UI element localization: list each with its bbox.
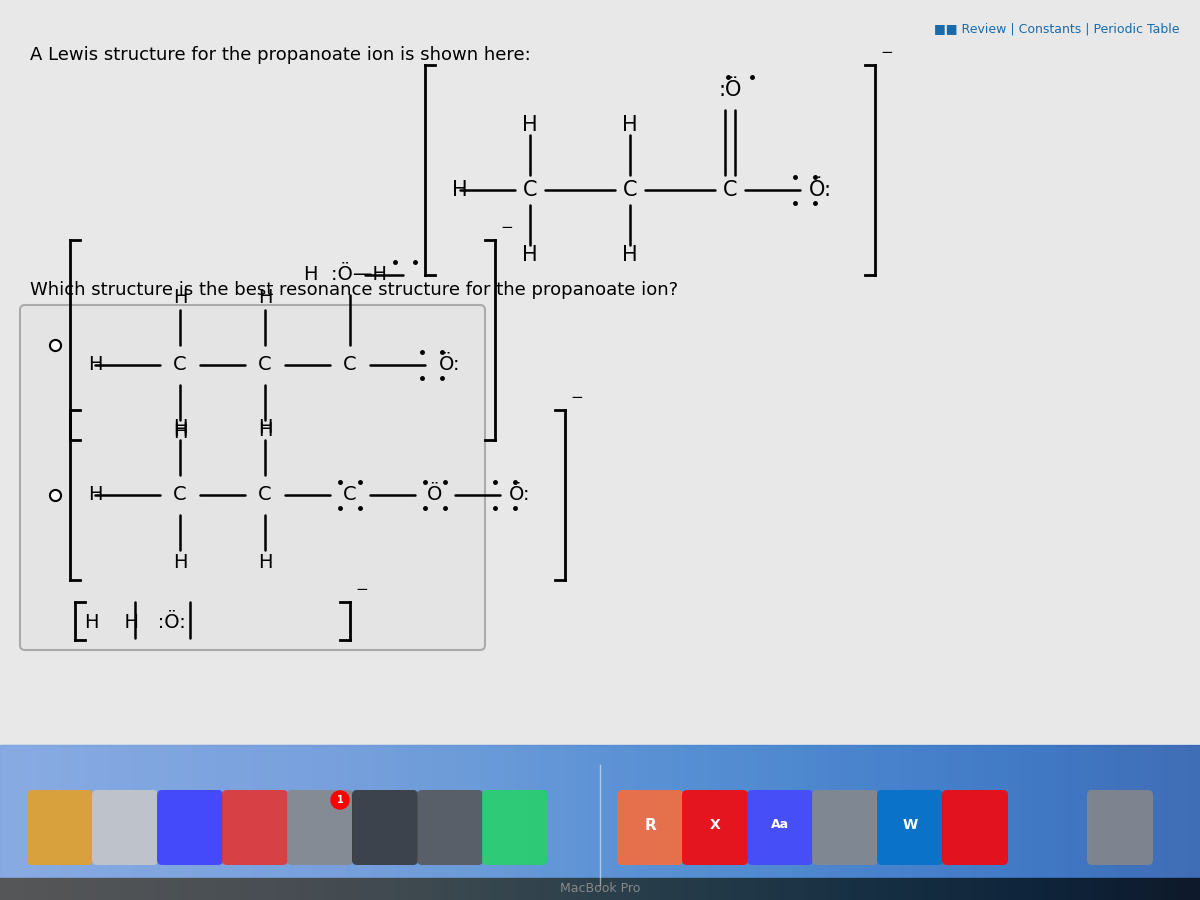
Text: C: C: [722, 180, 737, 200]
Text: H: H: [173, 424, 187, 443]
Text: H: H: [88, 356, 102, 374]
Text: MacBook Pro: MacBook Pro: [560, 883, 640, 896]
Text: C: C: [343, 356, 356, 374]
Text: Ö:: Ö:: [439, 356, 461, 374]
Text: H: H: [622, 115, 638, 135]
Text: −: −: [500, 220, 512, 235]
Text: −: −: [570, 390, 583, 405]
FancyBboxPatch shape: [20, 305, 485, 650]
Text: Which structure is the best resonance structure for the propanoate ion?: Which structure is the best resonance st…: [30, 281, 678, 299]
Text: C: C: [258, 356, 272, 374]
Bar: [0, 878, 1200, 900]
Text: Ö: Ö: [427, 485, 443, 505]
FancyBboxPatch shape: [746, 790, 814, 865]
Bar: [0, 745, 1200, 900]
Text: H: H: [258, 420, 272, 439]
FancyBboxPatch shape: [812, 790, 878, 865]
Text: R: R: [644, 817, 656, 833]
FancyBboxPatch shape: [26, 790, 94, 865]
Text: A Lewis structure for the propanoate ion is shown here:: A Lewis structure for the propanoate ion…: [30, 46, 530, 64]
FancyBboxPatch shape: [287, 790, 353, 865]
Text: H: H: [173, 287, 187, 307]
FancyBboxPatch shape: [157, 790, 223, 865]
Text: C: C: [173, 356, 187, 374]
Text: ■■ Review | Constants | Periodic Table: ■■ Review | Constants | Periodic Table: [935, 22, 1180, 35]
Text: H: H: [88, 485, 102, 505]
Text: C: C: [343, 485, 356, 505]
Text: H: H: [173, 420, 187, 439]
Text: C: C: [523, 180, 538, 200]
Text: W: W: [902, 818, 918, 832]
Text: H: H: [522, 245, 538, 265]
Text: H  :Ö—H: H :Ö—H: [304, 266, 386, 284]
FancyBboxPatch shape: [617, 790, 683, 865]
Text: H    H   :Ö:: H H :Ö:: [85, 613, 186, 632]
Text: Aa: Aa: [770, 818, 790, 832]
Text: C: C: [258, 485, 272, 505]
FancyBboxPatch shape: [1087, 790, 1153, 865]
Text: H: H: [173, 418, 187, 436]
Text: H: H: [522, 115, 538, 135]
Text: 1: 1: [337, 795, 343, 805]
FancyBboxPatch shape: [222, 790, 288, 865]
Text: C: C: [623, 180, 637, 200]
Circle shape: [331, 791, 349, 809]
Text: H: H: [452, 180, 468, 200]
Text: H: H: [258, 287, 272, 307]
Text: :Ö: :Ö: [719, 80, 742, 100]
FancyBboxPatch shape: [418, 790, 482, 865]
Text: C: C: [173, 485, 187, 505]
FancyBboxPatch shape: [482, 790, 548, 865]
Text: H: H: [173, 554, 187, 572]
Text: −: −: [880, 45, 893, 60]
Text: H: H: [622, 245, 638, 265]
Text: H: H: [258, 418, 272, 436]
Text: −: −: [355, 582, 367, 597]
Text: X: X: [709, 818, 720, 832]
FancyBboxPatch shape: [942, 790, 1008, 865]
FancyBboxPatch shape: [877, 790, 943, 865]
Text: Ö:: Ö:: [509, 485, 530, 505]
FancyBboxPatch shape: [352, 790, 418, 865]
FancyBboxPatch shape: [682, 790, 748, 865]
FancyBboxPatch shape: [92, 790, 158, 865]
Text: H: H: [258, 554, 272, 572]
Text: Ö:: Ö:: [809, 180, 832, 200]
